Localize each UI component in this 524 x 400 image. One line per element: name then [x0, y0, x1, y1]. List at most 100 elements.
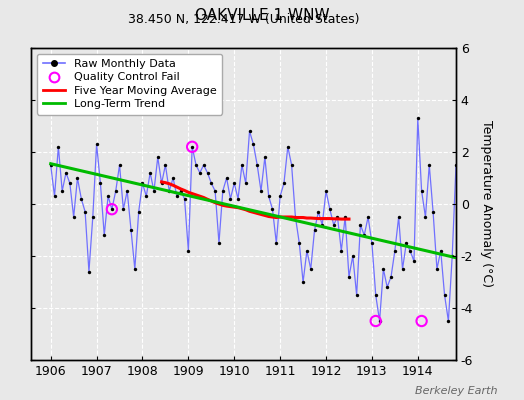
Point	[58, 188, 67, 194]
Point	[104, 193, 112, 199]
Point	[418, 188, 426, 194]
Point	[154, 154, 162, 160]
Point	[353, 292, 361, 298]
Point	[234, 196, 242, 202]
Point	[54, 144, 62, 150]
Point	[123, 188, 132, 194]
Point	[119, 206, 127, 212]
Point	[115, 162, 124, 168]
Point	[283, 144, 292, 150]
Point	[360, 232, 368, 238]
Point	[413, 115, 422, 122]
Point	[310, 227, 319, 233]
Point	[402, 240, 410, 246]
Point	[368, 240, 376, 246]
Point	[146, 170, 155, 176]
Point	[314, 209, 323, 215]
Point	[398, 266, 407, 272]
Point	[421, 214, 430, 220]
Point	[62, 170, 70, 176]
Point	[177, 188, 185, 194]
Point	[406, 248, 414, 254]
Point	[440, 292, 449, 298]
Point	[345, 274, 353, 280]
Point	[418, 318, 426, 324]
Point	[192, 162, 200, 168]
Point	[456, 232, 464, 238]
Point	[383, 284, 391, 290]
Point	[173, 193, 181, 199]
Point	[257, 188, 265, 194]
Point	[452, 162, 460, 168]
Point	[112, 188, 120, 194]
Point	[448, 253, 456, 259]
Point	[108, 206, 116, 212]
Title: 38.450 N, 122.417 W (United States): 38.450 N, 122.417 W (United States)	[128, 13, 359, 26]
Point	[333, 214, 342, 220]
Point	[169, 175, 177, 181]
Point	[299, 279, 307, 285]
Point	[150, 188, 158, 194]
Point	[249, 141, 258, 147]
Point	[280, 180, 288, 186]
Point	[242, 180, 250, 186]
Point	[318, 222, 326, 228]
Point	[130, 266, 139, 272]
Point	[245, 128, 254, 134]
Point	[180, 196, 189, 202]
Point	[253, 162, 261, 168]
Point	[219, 188, 227, 194]
Text: OAKVILLE 1 WNW: OAKVILLE 1 WNW	[195, 8, 329, 23]
Point	[73, 175, 82, 181]
Text: Berkeley Earth: Berkeley Earth	[416, 386, 498, 396]
Point	[330, 222, 338, 228]
Point	[230, 180, 238, 186]
Point	[138, 180, 147, 186]
Point	[375, 318, 384, 324]
Point	[89, 214, 97, 220]
Point	[207, 180, 215, 186]
Point	[127, 227, 135, 233]
Point	[433, 266, 441, 272]
Point	[372, 292, 380, 298]
Point	[81, 209, 89, 215]
Point	[265, 193, 273, 199]
Point	[135, 209, 143, 215]
Point	[364, 214, 372, 220]
Point	[222, 175, 231, 181]
Point	[268, 206, 277, 212]
Point	[322, 188, 330, 194]
Point	[85, 268, 93, 275]
Point	[70, 214, 78, 220]
Point	[157, 180, 166, 186]
Point	[165, 188, 173, 194]
Point	[142, 193, 150, 199]
Point	[429, 209, 437, 215]
Point	[188, 144, 196, 150]
Legend: Raw Monthly Data, Quality Control Fail, Five Year Moving Average, Long-Term Tren: Raw Monthly Data, Quality Control Fail, …	[37, 54, 222, 115]
Point	[295, 240, 303, 246]
Point	[188, 144, 196, 150]
Point	[337, 248, 345, 254]
Point	[436, 248, 445, 254]
Point	[161, 162, 170, 168]
Point	[410, 258, 418, 264]
Point	[395, 214, 403, 220]
Point	[379, 266, 388, 272]
Point	[203, 170, 212, 176]
Point	[260, 154, 269, 160]
Point	[50, 193, 59, 199]
Point	[372, 318, 380, 324]
Point	[96, 180, 105, 186]
Point	[195, 170, 204, 176]
Point	[226, 196, 235, 202]
Point	[291, 214, 300, 220]
Point	[276, 193, 285, 199]
Point	[215, 240, 223, 246]
Point	[92, 141, 101, 147]
Point	[272, 240, 280, 246]
Point	[77, 196, 85, 202]
Point	[47, 162, 55, 168]
Point	[238, 162, 246, 168]
Point	[303, 248, 311, 254]
